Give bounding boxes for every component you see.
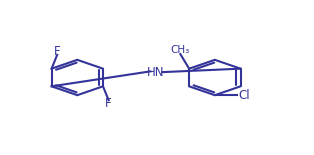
Text: HN: HN: [147, 66, 165, 79]
Text: CH₃: CH₃: [171, 45, 190, 55]
Text: F: F: [105, 97, 112, 111]
Text: F: F: [54, 44, 61, 58]
Text: Cl: Cl: [239, 89, 250, 102]
